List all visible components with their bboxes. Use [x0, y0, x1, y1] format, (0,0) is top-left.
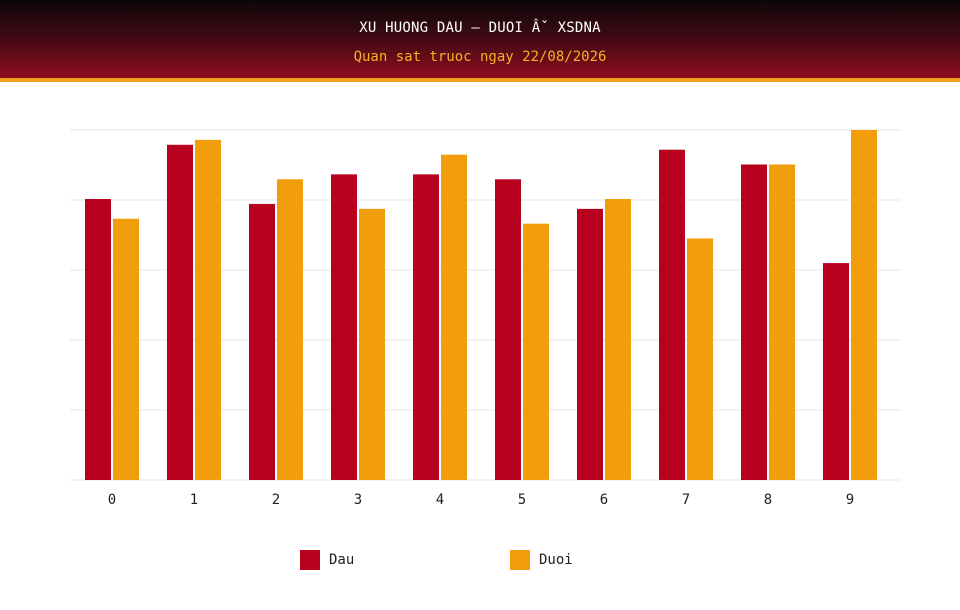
bar-duoi-7[interactable]: [687, 238, 713, 480]
bar-dau-6[interactable]: [577, 208, 603, 481]
x-tick-label: 6: [600, 492, 608, 508]
x-tick-label: 4: [436, 492, 444, 508]
x-tick-label: 1: [190, 492, 198, 508]
bar-dau-3[interactable]: [331, 174, 357, 480]
bar-duoi-3[interactable]: [359, 208, 385, 481]
x-tick-label: 2: [272, 492, 280, 508]
bar-duoi-2[interactable]: [277, 179, 303, 480]
bar-dau-0[interactable]: [85, 199, 111, 480]
chart-header: XU HUONG DAU – DUOI Âˇ XSDNA Quan sat tr…: [0, 0, 960, 82]
bar-dau-8[interactable]: [741, 164, 767, 480]
legend-swatch-dau: [300, 550, 320, 570]
bar-dau-9[interactable]: [823, 263, 849, 480]
bar-duoi-5[interactable]: [523, 223, 549, 480]
legend-item-dau[interactable]: Dau: [300, 549, 354, 571]
chart-legend: Dau Duoi: [0, 549, 960, 573]
legend-label-dau: Dau: [329, 552, 355, 568]
x-tick-label: 0: [108, 492, 116, 508]
x-tick-label: 8: [764, 492, 772, 508]
legend-swatch-duoi: [510, 550, 530, 570]
bar-dau-5[interactable]: [495, 179, 521, 480]
bar-chart: 0 1 2 3 4 5 6 7 8 9: [70, 129, 900, 508]
legend-label-duoi: Duoi: [539, 552, 573, 568]
x-tick-label: 3: [354, 492, 362, 508]
bar-duoi-9[interactable]: [851, 130, 877, 480]
chart-title: XU HUONG DAU – DUOI Âˇ XSDNA: [359, 20, 601, 36]
bar-duoi-4[interactable]: [441, 154, 467, 480]
bar-dau-1[interactable]: [167, 144, 193, 480]
x-tick-label: 7: [682, 492, 690, 508]
bar-duoi-8[interactable]: [769, 164, 795, 480]
bar-duoi-0[interactable]: [113, 218, 139, 480]
bar-duoi-1[interactable]: [195, 139, 221, 480]
legend-item-duoi[interactable]: Duoi: [510, 549, 573, 571]
bar-dau-2[interactable]: [249, 203, 275, 480]
bar-dau-4[interactable]: [413, 174, 439, 480]
chart-subtitle: Quan sat truoc ngay 22/08/2026: [353, 49, 607, 65]
x-tick-label: 9: [846, 492, 854, 508]
bar-duoi-6[interactable]: [605, 199, 631, 480]
bar-dau-7[interactable]: [659, 149, 685, 480]
x-tick-label: 5: [518, 492, 526, 508]
